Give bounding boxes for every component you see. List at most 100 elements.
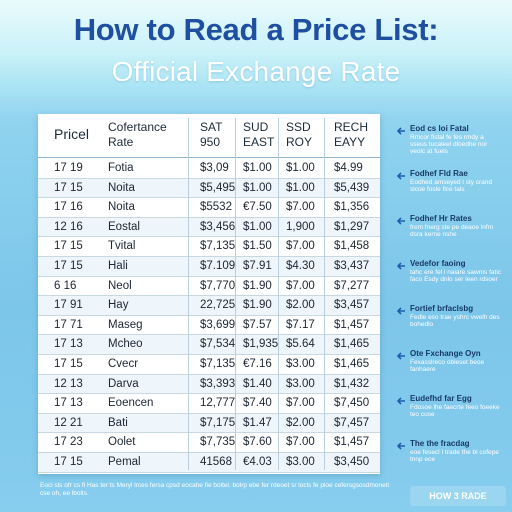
table-cell: $1.00	[243, 162, 272, 174]
note-title: Eod cs loi Fatal	[410, 124, 469, 133]
arrow-icon	[396, 307, 405, 315]
table-cell: $1.00	[243, 181, 272, 194]
note-body: eoe fesecl I trade the bl cofepe tnnp ec…	[410, 449, 499, 463]
table-cell: $7.60	[243, 436, 272, 449]
table-row: 17 15 Cvecr $7,135 €7.16 $3.00 $1,465	[38, 355, 380, 375]
table-cell: €7.50	[243, 201, 272, 214]
arrow-icon	[396, 352, 405, 360]
table-cell: $1,465	[334, 358, 370, 370]
note-body: Fedle eso trae yshrc vwelh des bohedlo	[410, 314, 500, 328]
table-row: 17 13 Eoencen 12,777 $7.40 $7.00 $7,450	[38, 394, 380, 414]
table-row: 17 15 Pemal 41568 €4.03 $3.00 $3,450	[38, 453, 380, 473]
table-cell: $1,432	[334, 377, 370, 390]
table-cell: $3,437	[334, 260, 370, 272]
table-cell: 22,725	[200, 299, 236, 312]
table-cell: $5,439	[334, 181, 370, 194]
note-body: tahc ere fel l naiare sawms fatic faco E…	[410, 269, 502, 283]
table-cell: $1,457	[334, 318, 370, 331]
table-header: Pricel Cofertance Rate SAT 950 SUD EAST SSD ROY R…	[38, 114, 380, 158]
table-cell: $7.109	[200, 260, 236, 272]
note-title: The the fracdag	[410, 439, 470, 448]
table-cell: $5,495	[200, 181, 236, 194]
note-title: Vedefor faoing	[410, 259, 466, 268]
table-cell: $3.00	[286, 377, 315, 390]
table-cell: $1,297	[334, 220, 370, 233]
table-cell: $1.00	[286, 181, 315, 194]
table-cell: Eostal	[108, 220, 140, 233]
table-cell: $7,135	[200, 240, 236, 253]
header-banner: How to Read a Price List: Official Excha…	[0, 0, 512, 98]
table-cell: $7.17	[286, 318, 315, 331]
note-title: Ote Fxchange Oyn	[410, 349, 481, 358]
table-cell: $7,175	[200, 416, 236, 429]
table-cell: Bati	[108, 416, 128, 429]
note-title: Fortief brfaclsbg	[410, 304, 474, 313]
table-cell: 6 16	[54, 279, 77, 292]
arrow-icon	[396, 127, 405, 135]
table-cell: $7.91	[243, 260, 272, 272]
arrow-icon	[396, 172, 405, 180]
table-cell: Maseg	[108, 318, 143, 331]
table-row: 17 23 Oolet $7,735 $7.60 $7.00 $1,457	[38, 433, 380, 453]
table-row: 17 15 Noita $5,495 $1.00 $1.00 $5,439	[38, 178, 380, 199]
table-row: 17 71 Maseg $3,699 $7.57 $7.17 $1,457	[38, 316, 380, 336]
table-cell: 17 23	[54, 436, 83, 449]
table-cell: Noita	[108, 181, 135, 194]
table-cell: Neol	[108, 279, 132, 292]
column-header: SSD ROY	[286, 120, 313, 149]
table-row: 6 16 Neol $7,770 $1.90 $7.00 $7,277	[38, 277, 380, 297]
footer-text: Eoci sls ofr cs fl Has ter ts Meryl lrce…	[40, 482, 389, 497]
table-cell: 41568	[200, 456, 232, 468]
table-cell: $1.40	[243, 377, 272, 390]
price-table: Pricel Cofertance Rate SAT 950 SUD EAST SSD ROY R…	[38, 114, 380, 474]
table-cell: Mcheo	[108, 338, 143, 351]
table-cell: 17 71	[54, 318, 83, 331]
table-cell: $7.40	[243, 397, 272, 410]
table-cell: Darva	[108, 377, 139, 390]
table-cell: $1.00	[243, 220, 272, 233]
table-row: 17 16 Noita $5532 €7.50 $7.00 $1,356	[38, 198, 380, 218]
table-row: 17 15 Hali $7.109 $7.91 $4.30 $3,437	[38, 257, 380, 277]
how-to-trade-button[interactable]: HOW 3 RADE	[410, 486, 506, 506]
arrow-icon	[396, 442, 405, 450]
column-header: Pricel	[54, 126, 90, 142]
table-cell: $7.00	[286, 436, 315, 449]
column-divider	[235, 118, 236, 470]
column-header: RECH EAYY	[334, 120, 369, 149]
table-cell: $3,09	[200, 162, 229, 174]
table-cell: $7.00	[286, 201, 315, 214]
arrow-icon	[396, 262, 405, 270]
table-cell: $1.47	[243, 416, 272, 429]
table-cell: $2.00	[286, 416, 315, 429]
column-header: SAT 950	[200, 120, 223, 149]
table-cell: $3,456	[200, 220, 236, 233]
column-divider	[324, 118, 325, 470]
table-cell: 17 15	[54, 181, 83, 194]
table-cell: Cvecr	[108, 358, 139, 370]
table-cell: $3.00	[286, 456, 315, 468]
column-divider	[278, 118, 279, 470]
table-cell: $7.00	[286, 279, 315, 292]
table-cell: 17 15	[54, 260, 83, 272]
table-cell: 12 21	[54, 416, 83, 429]
table-cell: $3,457	[334, 299, 370, 312]
table-cell: $7.00	[286, 397, 315, 410]
note-title: Fodhef Fld Rae	[410, 169, 468, 178]
table-cell: $3,699	[200, 318, 236, 331]
table-cell: Noita	[108, 201, 135, 214]
table-row: 17 91 Hay 22,725 $1.90 $2.00 $3,457	[38, 296, 380, 316]
page-subtitle: Official Exchange Rate	[111, 56, 401, 87]
table-cell: $1,457	[334, 436, 370, 449]
table-cell: 12 16	[54, 220, 83, 233]
column-header: Cofertance Rate	[108, 120, 167, 149]
note-body: Fdosoe lhe faecrte feeo foeeke teo cuse	[410, 404, 500, 418]
table-cell: $1,465	[334, 338, 370, 351]
table-cell: $4.99	[334, 162, 363, 174]
note-body: Rmcor fistal fe fes rmdy a sseus tucalee…	[410, 134, 488, 155]
table-cell: $1.00	[286, 162, 315, 174]
table-row: 12 16 Eostal $3,456 $1.00 1,900 $1,297	[38, 217, 380, 238]
column-header: SUD EAST	[243, 120, 275, 149]
table-cell: $7,277	[334, 279, 370, 292]
table-cell: $1.90	[243, 299, 272, 312]
table-cell: Eoencen	[108, 397, 154, 410]
